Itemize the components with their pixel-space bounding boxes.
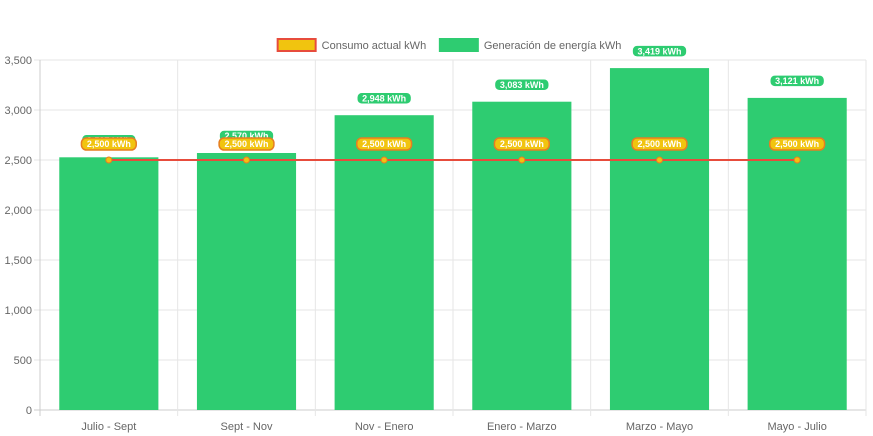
line-value-label: 2,500 kWh (493, 137, 550, 151)
legend[interactable]: Consumo actual kWh Generación de energía … (276, 38, 622, 52)
x-tick-label: Julio - Sept (81, 421, 136, 433)
y-tick-label: 2,000 (4, 205, 32, 217)
line-value-label-text: 2,500 kWh (775, 139, 819, 149)
bar (334, 115, 434, 410)
line-value-label-text: 2,500 kWh (500, 139, 544, 149)
bar-value-label-text: 2,570 kWh (224, 131, 268, 141)
line-value-label-bg (631, 137, 688, 151)
line-value-label: 2,500 kWh (80, 137, 137, 151)
bar-value-label-bg (356, 91, 413, 105)
y-tick-label: 3,000 (4, 105, 32, 117)
bar (59, 157, 159, 410)
line-value-label-bg (769, 137, 826, 151)
legend-item-consumo[interactable]: Consumo actual kWh (276, 38, 427, 52)
line-value-label-bg (356, 137, 413, 151)
legend-swatch (276, 38, 317, 52)
y-tick-label: 500 (14, 355, 32, 367)
bar-value-label: 3,121 kWh (769, 74, 826, 88)
line-value-label-text: 2,500 kWh (224, 139, 268, 149)
bar-value-label-text: 3,083 kWh (500, 80, 544, 90)
line-value-label: 2,500 kWh (356, 137, 413, 151)
line-value-label-text: 2,500 kWh (362, 139, 406, 149)
y-tick-label: 1,500 (4, 255, 32, 267)
line-value-label: 2,500 kWh (631, 137, 688, 151)
bar-value-label-bg (493, 77, 550, 92)
line-value-label-text: 2,500 kWh (637, 139, 681, 149)
x-tick-label: Sept - Nov (221, 421, 273, 433)
line-value-label: 2,500 kWh (218, 137, 275, 151)
bar (609, 68, 710, 410)
bar (196, 153, 297, 410)
bar-value-label: 2,948 kWh (356, 91, 413, 105)
y-tick-label: 3,500 (4, 55, 32, 67)
axes: 0 500 1,000 1,500 2,000 2,500 3,000 3,500 Julio … (4, 55, 826, 433)
line-point (793, 156, 801, 164)
legend-item-generacion[interactable]: Generación de energía kWh (438, 38, 622, 52)
consumption-line (105, 156, 801, 164)
line-point (243, 156, 250, 164)
bar-value-label-bg (631, 44, 688, 58)
y-tick-label: 0 (26, 405, 32, 417)
line-value-label-bg (80, 137, 137, 151)
line-value-label: 2,500 kWh (769, 137, 826, 151)
line-point (656, 156, 663, 164)
grid (34, 59, 867, 416)
line-value-label-text: 2,500 kWh (87, 139, 131, 149)
y-tick-label: 2,500 (4, 155, 32, 167)
line-point (105, 156, 113, 164)
legend-swatch (438, 38, 479, 52)
bar (472, 101, 572, 410)
bar-value-label-bg (769, 74, 826, 88)
line-point (518, 156, 526, 164)
x-tick-label: Mayo - Julio (768, 421, 827, 433)
x-tick-label: Enero - Marzo (487, 421, 557, 433)
bar-value-label-text: 2,948 kWh (362, 93, 406, 103)
x-tick-label: Marzo - Mayo (626, 421, 693, 433)
line-point (380, 156, 388, 164)
legend-label: Generación de energía kWh (484, 40, 622, 52)
bars (59, 68, 847, 411)
y-tick-label: 1,000 (4, 305, 32, 317)
bar-value-label: 3,419 kWh (631, 44, 688, 58)
bar-value-label-text: 3,121 kWh (775, 76, 819, 86)
line-value-label-bg (493, 137, 550, 151)
legend-label: Consumo actual kWh (322, 40, 427, 52)
line-value-label-bg (218, 137, 275, 151)
bar-value-label-text: 3,419 kWh (637, 46, 681, 56)
bar-value-label: 3,083 kWh (493, 77, 550, 92)
x-tick-label: Nov - Enero (355, 421, 414, 433)
